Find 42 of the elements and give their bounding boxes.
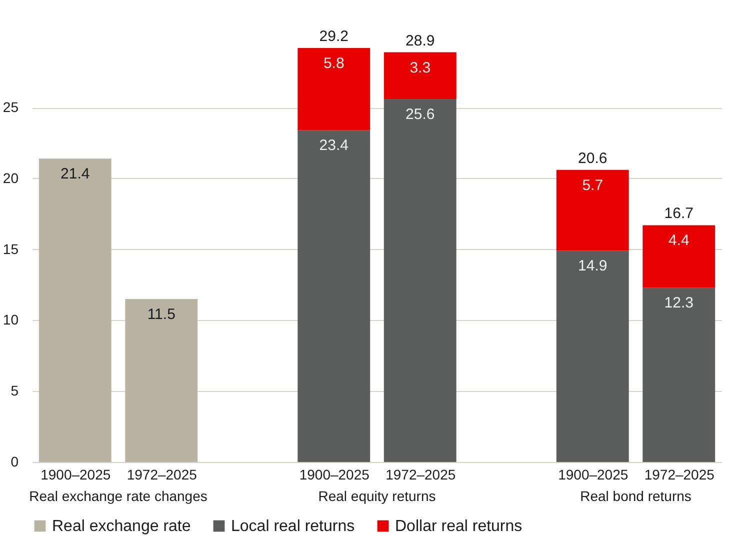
y-tick-label: 5 <box>10 382 19 399</box>
x-tick-label: 1972–2025 <box>644 466 715 482</box>
bar <box>298 48 370 130</box>
legend-label: Dollar real returns <box>395 518 522 535</box>
bar <box>642 225 716 288</box>
data-label: 11.5 <box>147 306 176 323</box>
bar <box>642 288 716 462</box>
total-label: 28.9 <box>406 32 435 50</box>
y-tick-label: 10 <box>2 312 19 328</box>
y-tick-label: 15 <box>2 240 19 257</box>
legend-label: Local real returns <box>231 518 355 535</box>
data-label: 23.4 <box>319 137 348 154</box>
bar <box>384 99 456 462</box>
x-tick-label: 1900–2025 <box>558 466 628 482</box>
data-label: 14.9 <box>578 258 608 275</box>
y-tick-label: 20 <box>2 170 19 186</box>
data-label: 3.3 <box>410 59 431 76</box>
bar <box>38 158 112 462</box>
bar <box>125 298 198 462</box>
x-tick-label: 1900–2025 <box>40 466 111 482</box>
y-tick-label: 0 <box>10 454 19 470</box>
data-label: 25.6 <box>406 106 435 124</box>
text: Real equity returns <box>318 488 436 504</box>
total-label: 16.7 <box>664 205 694 222</box>
data-label: 21.4 <box>60 166 90 183</box>
bar <box>384 52 456 100</box>
x-tick-label: 1900–2025 <box>299 466 370 482</box>
y-tick-label: 25 <box>2 99 19 116</box>
x-tick-label: 1972–2025 <box>126 466 198 482</box>
data-label: 4.4 <box>668 232 690 250</box>
text: Real exchange rate changes <box>29 488 208 504</box>
data-label: 12.3 <box>664 294 694 312</box>
text: Real bond returns <box>580 488 692 504</box>
legend-label: Real exchange rate <box>52 518 191 535</box>
bar <box>298 130 370 462</box>
data-label: 5.8 <box>323 55 344 72</box>
total-label: 29.2 <box>319 28 348 45</box>
x-tick-label: 1972–2025 <box>386 466 456 482</box>
data-label: 5.7 <box>582 176 604 194</box>
bar <box>556 170 629 251</box>
bar <box>556 250 629 462</box>
total-label: 20.6 <box>578 150 608 167</box>
